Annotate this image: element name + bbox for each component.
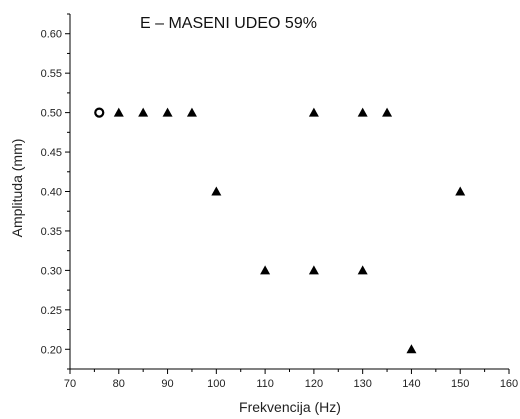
- y-tick-label: 0.60: [41, 29, 62, 41]
- x-tick-label: 100: [207, 378, 225, 390]
- x-tick-label: 110: [256, 378, 274, 390]
- triangle-marker: [406, 344, 417, 354]
- x-axis-label: Frekvencija (Hz): [239, 399, 341, 415]
- triangle-marker: [162, 107, 173, 117]
- y-tick-label: 0.35: [41, 226, 62, 238]
- triangle-marker: [260, 265, 271, 275]
- x-axis-ticks: 70 80 90 100 110 120 130 140 150 160: [64, 369, 518, 390]
- y-tick-label: 0.50: [41, 108, 62, 120]
- y-tick-label: 0.30: [41, 265, 62, 277]
- x-tick-label: 140: [402, 378, 420, 390]
- triangle-marker: [455, 186, 466, 196]
- triangle-marker: [211, 186, 222, 196]
- y-axis-ticks: 0.20 0.25 0.30 0.35 0.40 0.45 0.50 0.55 0.60: [41, 13, 70, 370]
- chart-title: E – MASENI UDEO 59%: [140, 15, 317, 32]
- triangle-marker: [113, 107, 124, 117]
- data-markers: [94, 107, 466, 354]
- triangle-marker: [308, 107, 319, 117]
- y-tick-label: 0.25: [41, 305, 62, 317]
- x-tick-label: 130: [353, 378, 371, 390]
- y-tick-label: 0.40: [41, 187, 62, 199]
- triangle-marker: [382, 107, 393, 117]
- triangle-marker: [357, 107, 368, 117]
- x-tick-label: 90: [161, 378, 173, 390]
- x-tick-label: 160: [500, 378, 518, 390]
- y-tick-label: 0.45: [41, 147, 62, 159]
- x-tick-label: 80: [113, 378, 125, 390]
- open-circle-marker: [94, 107, 105, 118]
- triangle-marker: [308, 265, 319, 275]
- x-tick-label: 120: [305, 378, 323, 390]
- y-tick-label: 0.20: [41, 344, 62, 356]
- y-tick-label: 0.55: [41, 68, 62, 80]
- axes: [69, 14, 509, 370]
- x-tick-label: 70: [64, 378, 76, 390]
- triangle-marker: [138, 107, 149, 117]
- triangle-marker: [357, 265, 368, 275]
- triangle-marker: [186, 107, 197, 117]
- y-axis-label: Amplituda (mm): [9, 139, 25, 238]
- x-tick-label: 150: [451, 378, 469, 390]
